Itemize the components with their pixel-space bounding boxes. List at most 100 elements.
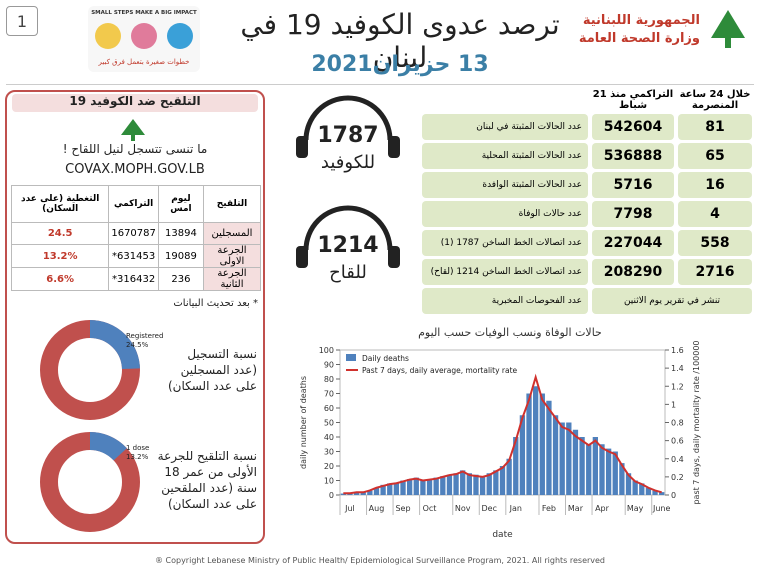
bar xyxy=(552,415,559,495)
bar xyxy=(499,466,506,495)
title: ترصد عدوى الكوفيد 19 في لبنان xyxy=(240,8,560,74)
y-tick-label: 70 xyxy=(324,390,334,399)
y-tick-label: 20 xyxy=(324,462,334,471)
bar xyxy=(373,487,380,495)
y2-tick-label: 0.4 xyxy=(671,455,684,464)
legend-label: Daily deaths xyxy=(362,354,409,363)
row-label: عدد اتصالات الخط الساخن 1214 (لقاح) xyxy=(422,259,588,285)
row-label: عدد اتصالات الخط الساخن 1787 (1) xyxy=(422,230,588,256)
table-cell: الجرعة الاولى xyxy=(202,244,262,268)
x-tick-label: Jul xyxy=(344,504,355,513)
deaths-chart: حالات الوفاة ونسب الوفيات حسب اليوم01020… xyxy=(299,326,701,540)
hotline-number: 1787 xyxy=(317,123,378,148)
vaccination-title: التلقيح ضد الكوفيد 19 xyxy=(12,94,258,112)
y2-axis-label: past 7 days, daily mortality rate /10000… xyxy=(692,340,701,504)
y2-tick-label: 0.2 xyxy=(671,473,684,482)
ministry: الجمهورية اللبنانية وزارة الصحة العامة xyxy=(560,12,700,48)
bar xyxy=(380,484,386,495)
last-24h-value: 2716 xyxy=(678,259,752,285)
bar xyxy=(605,448,612,495)
bar xyxy=(526,393,532,495)
row-label: عدد الفحوصات المخبرية xyxy=(422,288,588,314)
bar xyxy=(486,473,492,495)
bar xyxy=(519,415,526,495)
cumulative-value: 5716 xyxy=(592,172,674,198)
bar xyxy=(453,473,459,495)
table-header: التلقيح ليوم امس التراكمي التغطية (على عدد … xyxy=(10,185,262,223)
donut-name: Registered xyxy=(126,332,163,340)
donut-value xyxy=(89,320,140,370)
bar xyxy=(546,400,552,495)
headset xyxy=(303,205,393,251)
last-24h-value: 16 xyxy=(678,172,752,198)
bar xyxy=(625,473,632,495)
footnote: * بعد تحديث البيانات xyxy=(173,298,258,309)
table-cell: 24.5 xyxy=(10,222,110,245)
stats-table: خلال 24 ساعة المنصرمة التراكمي منذ 21 شبا… xyxy=(420,88,754,320)
donut-name: 1 dose xyxy=(126,444,149,452)
y-tick-label: 0 xyxy=(329,491,334,500)
table-row: الجرعة الاولى 19089 631453* 13.2% xyxy=(10,244,262,268)
bar xyxy=(639,483,645,495)
donut-caption: الأولى من عمر 18 xyxy=(164,464,257,480)
bar xyxy=(387,483,393,495)
bar xyxy=(506,458,512,495)
earpiece xyxy=(388,136,400,158)
y2-tick-label: 0 xyxy=(671,491,676,500)
cumulative-value: 542604 xyxy=(592,114,674,140)
register-reminder: ما تنسى تتسجل لنيل اللقاح ! xyxy=(62,142,208,156)
hotline-number: 1214 xyxy=(317,233,378,258)
header-cell: التغطية (على عدد السكان) xyxy=(10,185,110,223)
headset xyxy=(303,95,393,141)
y-tick-label: 90 xyxy=(324,361,334,370)
ministry-line: الجمهورية اللبنانية xyxy=(582,13,700,28)
earpiece xyxy=(296,136,308,158)
hotline-label: للكوفيد xyxy=(321,152,375,173)
campaign-slogan-ar: خطوات صغيرة بتعمل فرق كبير xyxy=(98,58,190,66)
header-cell: ليوم امس xyxy=(157,185,204,223)
bar xyxy=(632,480,638,495)
cumulative-value: 536888 xyxy=(592,143,674,169)
bar xyxy=(652,490,658,495)
donut-caption: (عدد المسجلين xyxy=(181,363,257,378)
donut-value xyxy=(89,432,127,461)
divider xyxy=(6,84,754,85)
y-axis-label: daily number of deaths xyxy=(299,376,308,469)
bar xyxy=(440,476,446,495)
y-tick-label: 60 xyxy=(324,404,334,413)
row-label: عدد الحالات المثبتة في لبنان xyxy=(422,114,588,140)
bar xyxy=(612,451,618,495)
y-tick-label: 80 xyxy=(324,375,334,384)
last-24h-value: 81 xyxy=(678,114,752,140)
donut-caption: سنة (عدد الملقحين xyxy=(161,481,257,496)
bar xyxy=(539,393,545,495)
x-tick-label: Oct xyxy=(423,504,437,513)
tests-note: تنشر في تقرير يوم الاثنين xyxy=(592,288,752,314)
cumulative-value: 7798 xyxy=(592,201,674,227)
bar xyxy=(340,493,346,495)
bar xyxy=(347,493,353,495)
table-cell: 631453* xyxy=(108,244,159,268)
table-cell: الجرعة الثانية xyxy=(202,267,262,291)
table-cell: المسجلين xyxy=(202,222,262,245)
ministry-line: وزارة الصحة العامة xyxy=(578,31,700,46)
y-tick-label: 10 xyxy=(324,477,334,486)
table-cell: 236 xyxy=(157,267,204,291)
y2-tick-label: 1.6 xyxy=(671,346,684,355)
register-url[interactable]: COVAX.MOPH.GOV.LB xyxy=(65,162,205,177)
donut-caption: على عدد السكان) xyxy=(168,379,257,393)
earpiece xyxy=(388,246,400,268)
y2-tick-label: 1.4 xyxy=(671,364,684,373)
table-row: المسجلين 13894 1670787 24.5 xyxy=(10,222,262,245)
y2-tick-label: 0.6 xyxy=(671,437,684,446)
row-label: عدد الحالات المثبتة المحلية xyxy=(422,143,588,169)
bar xyxy=(533,386,539,495)
row-label: عدد الحالات المثبتة الوافدة xyxy=(422,172,588,198)
bar xyxy=(493,470,499,495)
bar xyxy=(426,479,433,495)
y-tick-label: 40 xyxy=(324,433,334,442)
cedar-icon xyxy=(121,119,145,141)
header-cell: التلقيح xyxy=(202,185,262,223)
cedar-logo xyxy=(711,10,745,48)
